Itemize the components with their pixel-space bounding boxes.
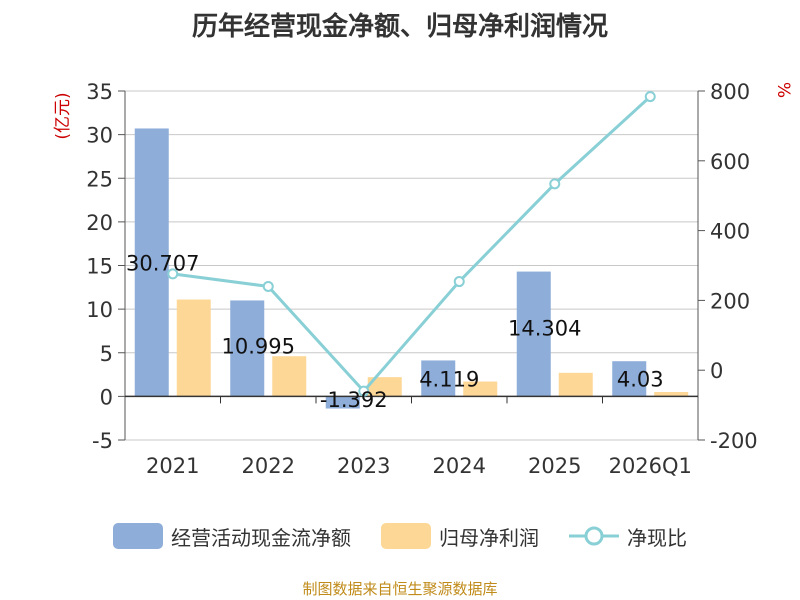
ratio-line: [167, 91, 656, 397]
legend-item-cash-flow[interactable]: 经营活动现金流净额: [113, 522, 351, 551]
data-label-cash-flow: -1.392: [320, 388, 388, 412]
left-axis-tick-label: 10: [86, 298, 113, 322]
legend-item-ratio[interactable]: 净现比: [569, 522, 687, 551]
legend-label-ratio: 净现比: [627, 525, 687, 550]
ratio-point: [644, 91, 656, 103]
ratio-point: [549, 178, 561, 190]
right-axis-unit: %: [773, 82, 793, 98]
legend-swatch-cash-flow: [113, 523, 163, 549]
data-label-cash-flow: 14.304: [508, 317, 581, 341]
source-note: 制图数据来自恒生聚源数据库: [302, 580, 498, 598]
x-axis-tick-label: 2024: [433, 454, 486, 478]
bar-net-profit: [176, 299, 211, 397]
bar-cash-flow: [230, 300, 265, 397]
bar-net-profit: [463, 381, 498, 397]
data-label-cash-flow: 4.03: [617, 367, 664, 391]
left-axis-unit: (亿元): [53, 92, 73, 139]
left-axis-tick-label: 25: [86, 167, 113, 191]
legend-swatch-net-profit: [381, 523, 431, 549]
legend: 经营活动现金流净额 归母净利润 净现比: [0, 518, 800, 554]
bars: [134, 128, 689, 409]
bar-cash-flow: [325, 396, 360, 409]
legend-label-net-profit: 归母净利润: [439, 525, 539, 550]
legend-label-cash-flow: 经营活动现金流净额: [171, 525, 351, 550]
ratio-point: [453, 276, 465, 288]
data-labels: 30.707 10.995 -1.392 4.119 14.304 4.03: [126, 252, 664, 413]
data-label-cash-flow: 4.119: [419, 367, 479, 391]
left-axis-tick-label: 5: [100, 342, 113, 366]
right-axis-tick-label: 800: [710, 80, 750, 104]
x-axis-tick-label: 2021: [146, 454, 199, 478]
left-axis-tick-label: 35: [86, 80, 113, 104]
bar-cash-flow: [516, 271, 551, 397]
x-axis-tick-label: 2022: [242, 454, 295, 478]
ratio-point: [167, 268, 179, 280]
bar-net-profit: [654, 392, 689, 397]
left-axis-tick-label: 30: [86, 124, 113, 148]
right-axis-tick-label: 400: [710, 220, 750, 244]
left-axis-tick-label: 0: [100, 385, 113, 409]
right-axis-tick-label: 0: [710, 359, 723, 383]
x-axis-tick-label: 2026Q1: [609, 454, 692, 478]
chart-title: 历年经营现金净额、归母净利润情况: [191, 12, 608, 42]
left-axis-tick-label: 20: [86, 211, 113, 235]
axes: 35 30 25 20 15 10 5 0 -5 800 600 400 200 0 -200 2021 202…: [86, 80, 757, 478]
right-axis-tick-label: 600: [710, 150, 750, 174]
data-label-cash-flow: 10.995: [222, 334, 295, 358]
right-axis-tick-label: 200: [710, 289, 750, 313]
data-label-cash-flow: 30.707: [126, 252, 199, 276]
grid-lines: [125, 90, 698, 441]
x-axis-tick-label: 2025: [528, 454, 581, 478]
ratio-line-path: [172, 95, 652, 394]
bar-net-profit: [367, 377, 402, 397]
ratio-point: [262, 280, 274, 292]
x-axis-tick-label: 2023: [337, 454, 390, 478]
bar-net-profit: [558, 372, 593, 397]
legend-item-net-profit[interactable]: 归母净利润: [381, 522, 539, 551]
bar-net-profit: [272, 356, 307, 397]
left-axis-tick-label: -5: [92, 429, 113, 453]
bar-cash-flow: [134, 128, 169, 397]
bar-cash-flow: [612, 361, 647, 397]
bar-cash-flow: [421, 360, 456, 397]
ratio-point: [358, 385, 370, 397]
left-axis-tick-label: 15: [86, 255, 113, 279]
right-axis-tick-label: -200: [710, 429, 758, 453]
legend-swatch-ratio: [569, 526, 619, 546]
